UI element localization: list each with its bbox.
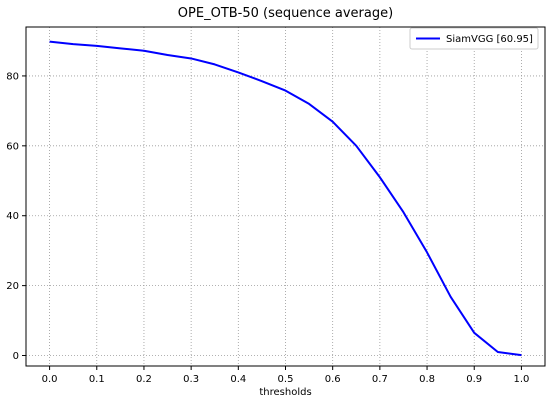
x-ticks: 0.0 0.1 0.2 0.3 0.4 0.5 0.6 0.7 0.8 0.9 1.0 [42, 366, 529, 385]
data-point [49, 41, 51, 43]
grid [26, 27, 545, 366]
x-tick-label: 0.8 [419, 374, 435, 385]
data-point [72, 43, 74, 45]
legend-label: SiamVGG [60.95] [446, 34, 533, 45]
data-point [332, 121, 334, 123]
data-point [308, 103, 310, 105]
data-point [426, 251, 428, 253]
y-tick-label: 60 [6, 141, 19, 152]
y-tick-label: 20 [6, 281, 19, 292]
x-tick-label: 0.4 [230, 374, 246, 385]
data-point [96, 45, 98, 47]
data-point [261, 80, 263, 82]
series-line-0 [49, 40, 522, 357]
series-layer [49, 40, 522, 357]
x-tick-label: 0.3 [183, 374, 199, 385]
x-tick-label: 0.9 [466, 374, 482, 385]
data-point [190, 57, 192, 59]
y-tick-label: 0 [13, 351, 19, 362]
x-tick-label: 0.1 [89, 374, 105, 385]
data-point [167, 54, 169, 56]
chart-title: OPE_OTB-50 (sequence average) [178, 6, 393, 21]
y-tick-label: 80 [6, 71, 19, 82]
y-ticks: 0 20 40 60 80 [6, 71, 26, 362]
x-tick-label: 0.0 [42, 374, 58, 385]
x-tick-label: 0.2 [136, 374, 152, 385]
legend: SiamVGG [60.95] [409, 27, 539, 50]
x-tick-label: 0.7 [372, 374, 388, 385]
y-tick-label: 40 [6, 211, 19, 222]
data-point [450, 296, 452, 298]
x-tick-label: 1.0 [513, 374, 529, 385]
data-point [285, 90, 287, 92]
data-point [143, 50, 145, 52]
data-point [402, 211, 404, 213]
data-point [497, 351, 499, 353]
data-point [379, 176, 381, 178]
data-point [355, 145, 357, 147]
legend-box [409, 27, 539, 50]
x-tick-label: 0.6 [325, 374, 341, 385]
data-point [119, 47, 121, 49]
data-point [237, 71, 239, 73]
data-point [520, 354, 522, 356]
x-tick-label: 0.5 [278, 374, 294, 385]
x-axis-label: thresholds [259, 387, 311, 398]
data-point [473, 332, 475, 334]
data-point [214, 63, 216, 65]
